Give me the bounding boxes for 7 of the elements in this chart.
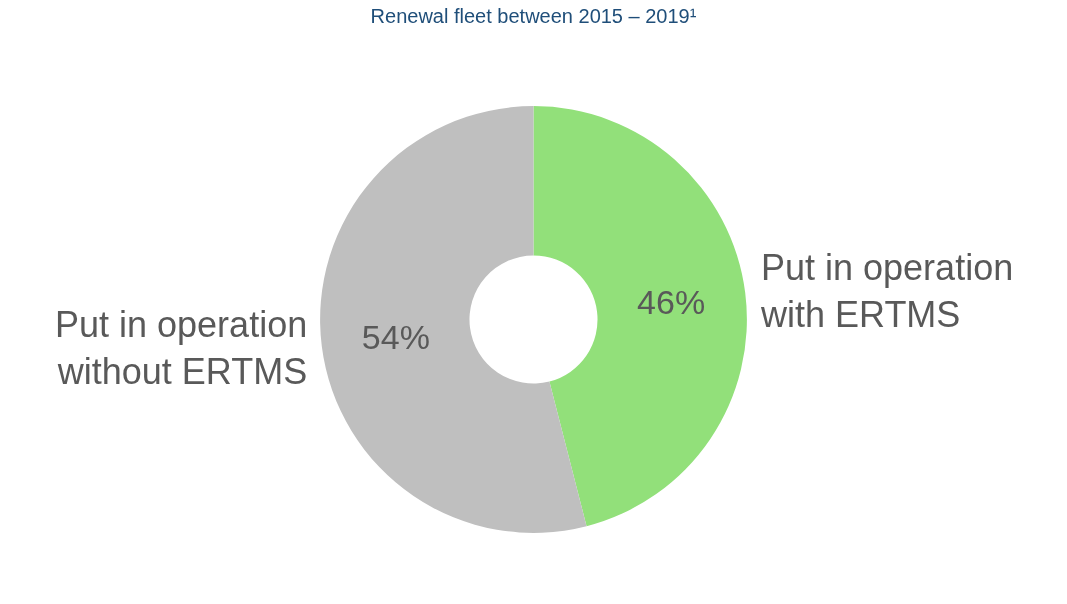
data-label: 46%: [637, 283, 706, 322]
chart-title: Renewal fleet between 2015 – 2019¹: [370, 5, 697, 28]
data-label: 54%: [361, 317, 430, 356]
slice-label: Put in operation with ERTMS: [760, 247, 1014, 335]
slice-label: Put in operation without ERTMS: [55, 304, 308, 392]
donut-slice: [320, 106, 587, 533]
donut-slice: [533, 106, 747, 527]
